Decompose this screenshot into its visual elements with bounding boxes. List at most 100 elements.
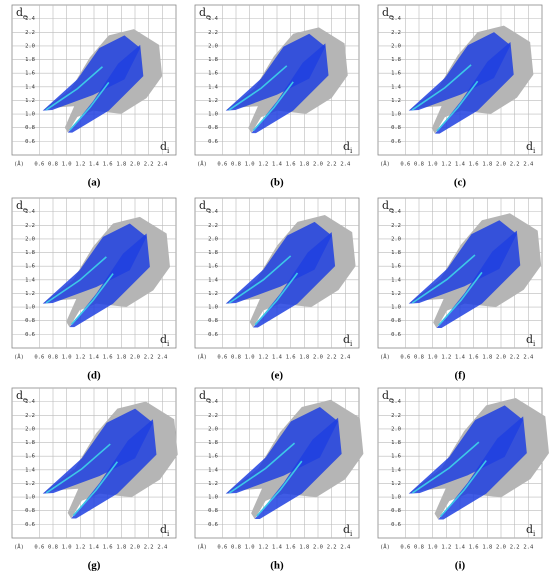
y-axis-subscript: e	[206, 206, 210, 214]
x-tick-label: 2.4	[523, 545, 534, 551]
y-tick-label: 1.8	[208, 57, 218, 63]
x-axis-subscript: i	[533, 530, 536, 538]
y-axis-subscript: e	[389, 13, 393, 21]
x-tick-label: 2.4	[157, 545, 168, 551]
x-tick-label: 1.4	[272, 162, 283, 168]
y-tick-label: 1.0	[391, 305, 401, 311]
x-tick-label: 2.0	[130, 162, 140, 168]
x-axis-subscript: i	[533, 147, 536, 155]
x-tick-label: 2.2	[510, 355, 520, 361]
x-tick-label: 2.0	[313, 355, 323, 361]
y-tick-label: 2.2	[391, 30, 401, 36]
x-tick-label: 1.6	[469, 162, 479, 168]
x-axis-subscript: i	[350, 340, 353, 348]
y-tick-label: 1.2	[208, 481, 218, 487]
x-tick-label: 2.2	[510, 162, 520, 168]
y-tick-label: 1.6	[25, 264, 35, 270]
x-tick-label: 2.0	[313, 545, 323, 551]
fingerprint-streak	[45, 443, 111, 494]
fingerprint-blue	[408, 220, 517, 304]
x-tick-label: 1.8	[116, 355, 126, 361]
unit-label: (Å)	[14, 161, 24, 168]
x-axis-subscript: i	[533, 340, 536, 348]
x-tick-label: 1.6	[103, 545, 113, 551]
x-tick-label: 1.2	[258, 162, 268, 168]
y-tick-label: 1.0	[391, 112, 401, 118]
y-axis-symbol: d	[16, 6, 23, 19]
y-axis-symbol: d	[199, 389, 206, 402]
x-tick-label: 0.6	[400, 355, 410, 361]
y-tick-label: 1.4	[25, 467, 36, 473]
caption: (h)	[270, 560, 284, 572]
y-tick-label: 0.8	[208, 318, 218, 324]
x-axis-symbol: d	[343, 333, 350, 346]
panel: 0.6 0.8 1.0 1.2 1.4 1.6 1.8 2.0 2.2 2.40.60.81.01…	[377, 387, 549, 572]
y-tick-label: 1.8	[391, 57, 401, 63]
panel: 0.6 0.8 1.0 1.2 1.4 1.6 1.8 2.0 2.2 2.40.60.81.01…	[194, 387, 364, 572]
y-axis-label: de	[199, 389, 210, 404]
x-axis-label: di	[343, 140, 353, 155]
y-tick-label: 1.0	[25, 112, 35, 118]
fingerprint-streak	[254, 272, 299, 326]
y-tick-label: 1.8	[391, 250, 401, 256]
x-axis-symbol: d	[343, 140, 350, 153]
y-tick-label: 0.8	[25, 318, 35, 324]
fingerprint-streak	[411, 254, 476, 304]
caption: (i)	[455, 560, 466, 572]
y-tick-label: 0.6	[25, 332, 35, 338]
x-tick-label: 2.2	[327, 545, 337, 551]
x-tick-label: 1.0	[245, 355, 255, 361]
unit-label: (Å)	[197, 354, 207, 361]
y-tick-label: 2.2	[208, 223, 218, 229]
y-tick-label: 0.8	[208, 125, 218, 131]
x-axis-subscript: i	[167, 530, 170, 538]
y-tick-label: 0.6	[25, 522, 35, 528]
y-tick-label: 1.2	[208, 291, 218, 297]
caption: (g)	[88, 560, 101, 572]
x-tick-label: 1.8	[482, 545, 492, 551]
y-tick-label: 2.2	[208, 30, 218, 36]
x-axis-subscript: i	[167, 147, 170, 155]
x-tick-label: 1.0	[428, 545, 438, 551]
x-tick-label: 2.0	[130, 545, 140, 551]
y-axis-subscript: e	[206, 13, 210, 21]
y-tick-label: 1.6	[208, 264, 218, 270]
x-tick-label: 2.2	[510, 545, 520, 551]
y-tick-label: 0.8	[25, 125, 35, 131]
fingerprint-streak	[72, 461, 119, 517]
panel: 0.6 0.8 1.0 1.2 1.4 1.6 1.8 2.0 2.2 2.40.60.81.01…	[11, 387, 178, 572]
x-tick-label: 0.8	[414, 545, 424, 551]
fingerprint-streak	[45, 256, 107, 304]
y-tick-label: 1.4	[391, 467, 402, 473]
x-tick-label: 1.2	[258, 545, 268, 551]
y-tick-label: 1.4	[25, 277, 36, 283]
caption: (c)	[454, 177, 467, 189]
x-tick-label: 1.2	[441, 162, 451, 168]
y-tick-label: 2.0	[25, 236, 35, 242]
y-tick-label: 1.8	[208, 250, 218, 256]
x-tick-label: 0.6	[217, 162, 227, 168]
x-tick-label: 2.0	[313, 162, 323, 168]
x-tick-label: 1.6	[469, 545, 479, 551]
y-tick-label: 0.6	[25, 139, 35, 145]
caption: (e)	[271, 370, 284, 382]
y-axis-symbol: d	[382, 6, 389, 19]
x-axis-label: di	[526, 140, 536, 155]
y-axis-label: de	[199, 6, 210, 21]
caption: (d)	[87, 370, 101, 382]
y-tick-label: 2.4	[391, 209, 402, 215]
y-tick-label: 2.4	[25, 16, 36, 22]
y-tick-label: 1.4	[391, 84, 402, 90]
x-tick-label: 1.4	[89, 355, 100, 361]
panel: 0.6 0.8 1.0 1.2 1.4 1.6 1.8 2.0 2.2 2.40.60.81.01…	[11, 197, 177, 382]
x-tick-label: 1.2	[441, 355, 451, 361]
y-tick-label: 1.0	[208, 495, 218, 501]
x-axis-subscript: i	[350, 147, 353, 155]
y-axis-symbol: d	[382, 199, 389, 212]
x-tick-label: 0.8	[231, 162, 241, 168]
fingerprint-blue	[42, 35, 141, 111]
x-tick-label: 0.8	[48, 355, 58, 361]
y-axis-symbol: d	[382, 389, 389, 402]
unit-label: (Å)	[14, 354, 24, 361]
y-tick-label: 1.0	[208, 305, 218, 311]
